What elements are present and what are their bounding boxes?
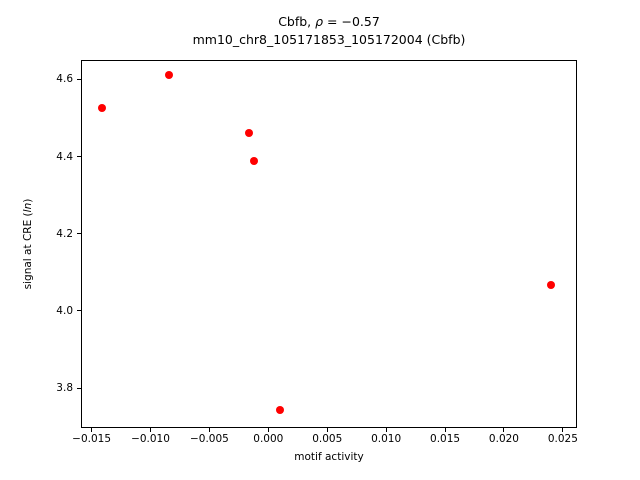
y-tick-label: 4.6 [56, 73, 73, 86]
title-prefix: Cbfb, [278, 14, 316, 29]
y-tick-label: 4.4 [56, 150, 73, 163]
y-axis-label-prefix: signal at CRE ( [22, 212, 34, 290]
chart-title-line2: mm10_chr8_105171853_105172004 (Cbfb) [192, 31, 466, 47]
x-tick-mark [208, 428, 210, 432]
x-tick-label: −0.005 [189, 433, 229, 445]
y-axis-label-ln: ln [22, 202, 34, 213]
data-point [98, 104, 107, 113]
y-axis-label: signal at CRE (ln) [22, 199, 34, 290]
x-tick-label: −0.015 [72, 433, 112, 445]
y-tick-label: 4.0 [56, 304, 73, 317]
y-tick-mark [77, 233, 81, 235]
x-tick-label: 0.025 [547, 433, 578, 445]
y-tick-label: 3.8 [56, 382, 73, 395]
x-tick-mark [267, 428, 269, 432]
x-tick-mark [150, 428, 151, 432]
y-tick-mark [77, 310, 81, 312]
x-tick-label: 0.015 [430, 433, 461, 445]
data-point [165, 70, 174, 79]
y-tick-label: 4.2 [56, 227, 73, 240]
x-tick-mark [91, 428, 93, 432]
y-axis-label-suffix: ) [22, 198, 34, 203]
data-point [245, 129, 254, 138]
x-tick-label: −0.010 [131, 433, 170, 445]
y-tick-mark [77, 156, 81, 158]
x-tick-label: 0.000 [253, 433, 284, 445]
data-point [276, 405, 285, 414]
plot-area [81, 60, 577, 428]
x-tick-mark [326, 428, 328, 432]
title-rho-symbol: ρ [315, 14, 324, 29]
x-tick-label: 0.020 [488, 433, 519, 445]
title-correlation-value: = −0.57 [323, 14, 380, 29]
y-tick-mark [77, 78, 81, 80]
chart-title: Cbfb, ρ = −0.57 mm10_chr8_105171853_1051… [81, 13, 577, 48]
x-tick-mark [562, 428, 564, 432]
data-point [547, 280, 556, 289]
y-tick-mark [77, 387, 81, 389]
x-tick-mark [385, 428, 387, 432]
x-tick-label: 0.010 [371, 433, 402, 445]
chart-title-line1: Cbfb, ρ = −0.57 [81, 13, 577, 31]
x-tick-label: 0.005 [312, 433, 343, 445]
data-point [250, 157, 259, 166]
x-tick-mark [503, 428, 505, 432]
x-axis-label: motif activity [294, 451, 364, 463]
x-tick-mark [444, 428, 446, 432]
